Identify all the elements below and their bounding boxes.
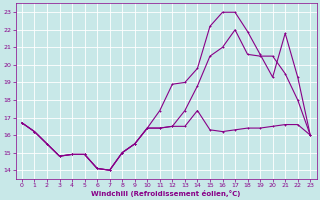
X-axis label: Windchill (Refroidissement éolien,°C): Windchill (Refroidissement éolien,°C) bbox=[92, 190, 241, 197]
